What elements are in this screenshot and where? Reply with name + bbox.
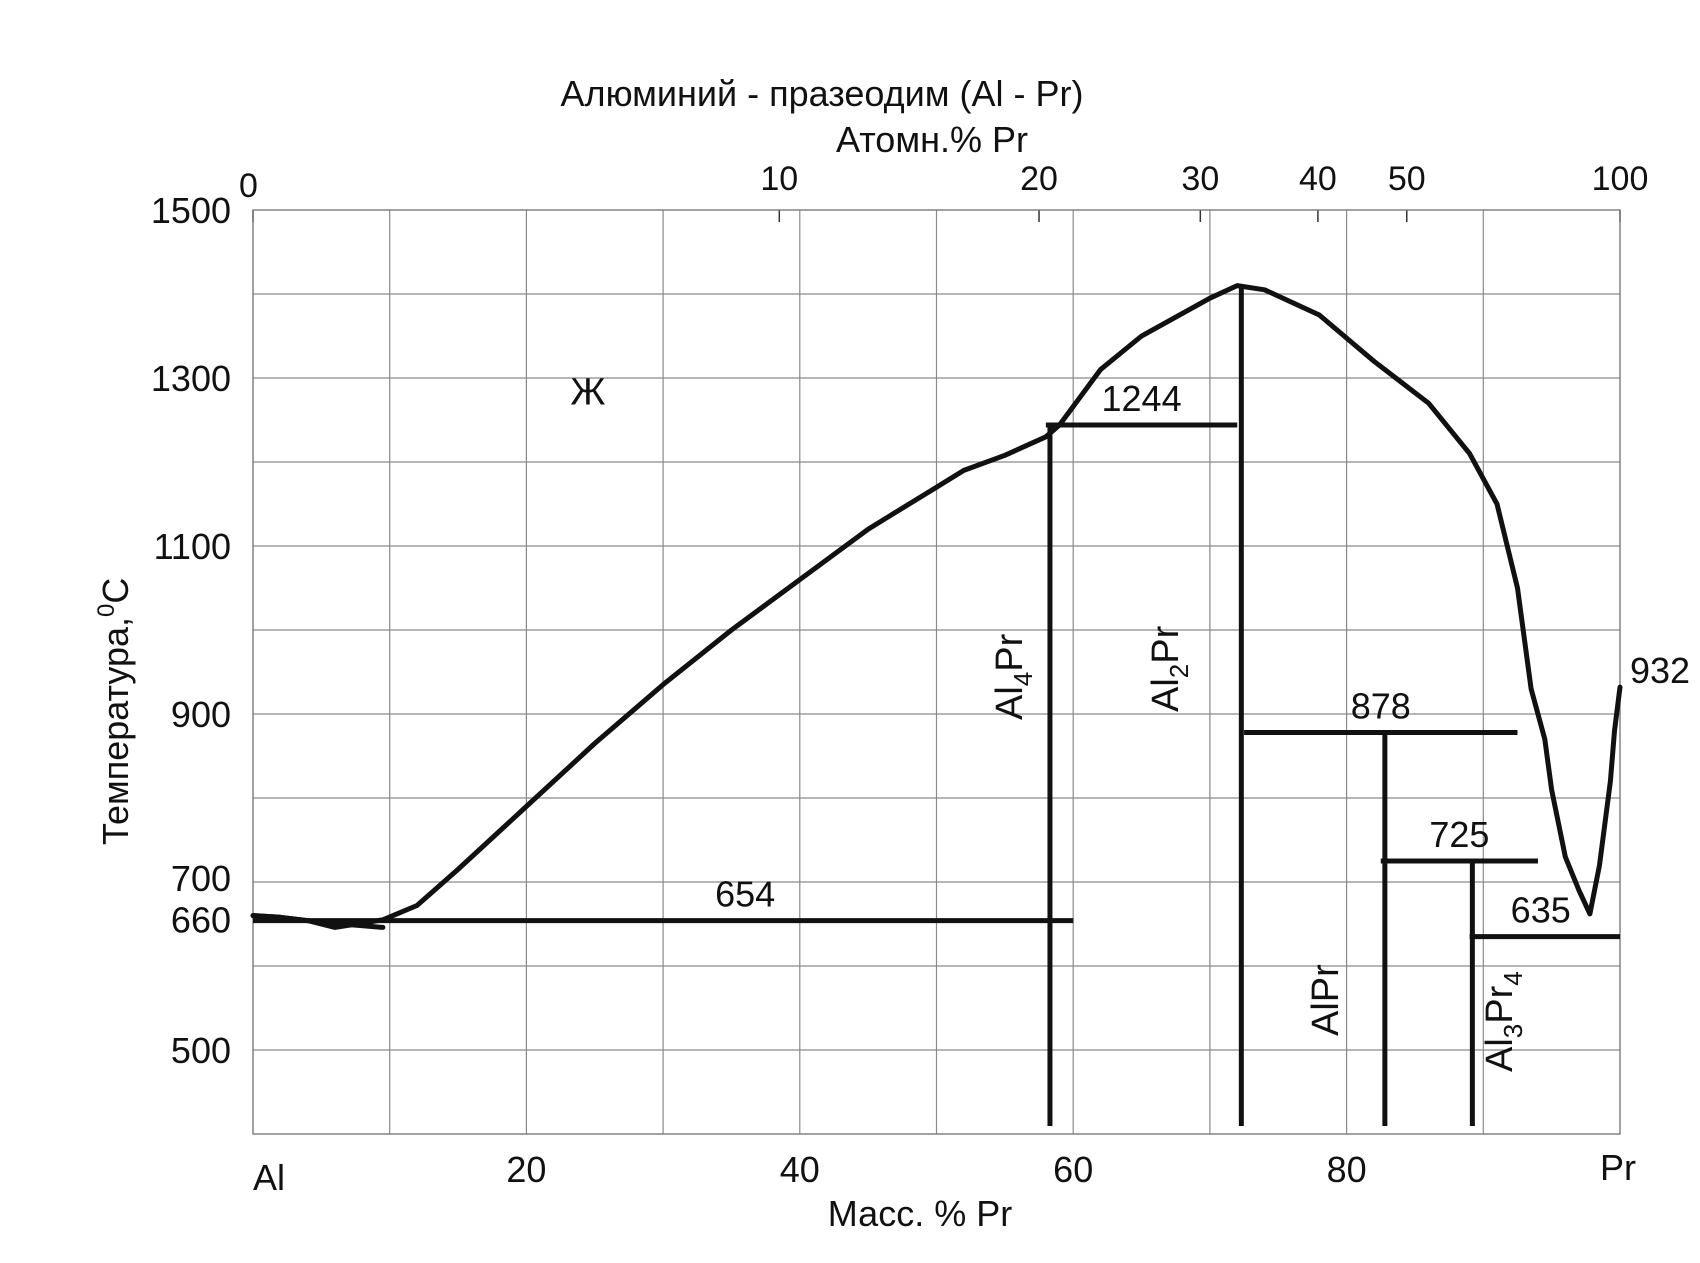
compound-subscript: 2 [1164, 664, 1194, 678]
compound-rest: Pr [1145, 625, 1187, 663]
compound-label-AlPr: AlPr [1305, 964, 1347, 1036]
y-axis-label-text: Температура, [95, 617, 136, 845]
x-right-end-label: Pr [1600, 1147, 1636, 1188]
y-tick-label: 1300 [151, 358, 231, 399]
y-tick-label: 660 [171, 900, 231, 941]
x-tick-label: 20 [506, 1149, 546, 1190]
x-tick-label: 80 [1327, 1149, 1367, 1190]
x-axis-label: Масс. % Pr [828, 1193, 1012, 1234]
compound-main: AlPr [1305, 964, 1347, 1036]
compound-rest: Pr [989, 633, 1031, 671]
top-axis-label: Атомн.% Pr [836, 119, 1028, 160]
y-tick-label: 900 [171, 694, 231, 735]
compound-main: Al [1479, 1038, 1521, 1072]
compound-label-Al2Pr: Al2Pr [1145, 625, 1194, 712]
top-tick-label: 30 [1181, 160, 1219, 198]
compound-subscript: 4 [1498, 971, 1528, 985]
compound-main: Al [1145, 678, 1187, 712]
y-tick-label: 500 [171, 1030, 231, 1071]
liquidus-curve [250, 283, 1623, 930]
x-tick-label: 60 [1053, 1149, 1093, 1190]
isotherm-label-878: 878 [1351, 685, 1411, 726]
y-axis-label-unit: C [95, 578, 136, 604]
phase-region-label: Ж [570, 372, 605, 414]
isotherm-label-1244: 1244 [1102, 378, 1182, 419]
plot-frame [252, 209, 1621, 1135]
x-tick-label: 40 [780, 1149, 820, 1190]
x-left-end-label: Al [253, 1157, 285, 1198]
compound-subscript: 4 [1008, 672, 1038, 686]
phase-lines [253, 285, 1620, 1126]
compound-subscript: 3 [1498, 1024, 1528, 1038]
chart-title: Алюминий - празеодим (Al - Pr) [561, 73, 1084, 114]
isotherm-label-635: 635 [1511, 890, 1571, 931]
top-tick-label: 100 [1592, 160, 1649, 198]
compound-rest: Pr [1479, 985, 1521, 1023]
top-tick-label: 10 [760, 160, 798, 198]
y-axis-label-sup: 0 [93, 604, 120, 617]
y-tick-label: 700 [171, 858, 231, 899]
compound-label-Al3Pr4: Al3Pr4 [1479, 971, 1528, 1072]
labels: Алюминий - празеодим (Al - Pr) Атомн.% P… [93, 73, 1690, 1234]
isotherm-label-725: 725 [1429, 814, 1489, 855]
compound-main: Al [989, 686, 1031, 720]
top-tick-label: 0 [239, 167, 258, 205]
y-tick-label: 1500 [151, 190, 231, 231]
top-tick-label: 20 [1020, 160, 1058, 198]
y-tick-label: 1100 [154, 526, 231, 567]
y-axis-label: Температура,0C [93, 578, 136, 845]
top-tick-label: 50 [1388, 160, 1426, 198]
melting-point-label: 932 [1630, 650, 1690, 691]
grid [252, 210, 1621, 1134]
top-tick-label: 40 [1299, 160, 1337, 198]
compound-label-Al4Pr: Al4Pr [989, 633, 1038, 720]
isotherm-label-654: 654 [715, 874, 775, 915]
